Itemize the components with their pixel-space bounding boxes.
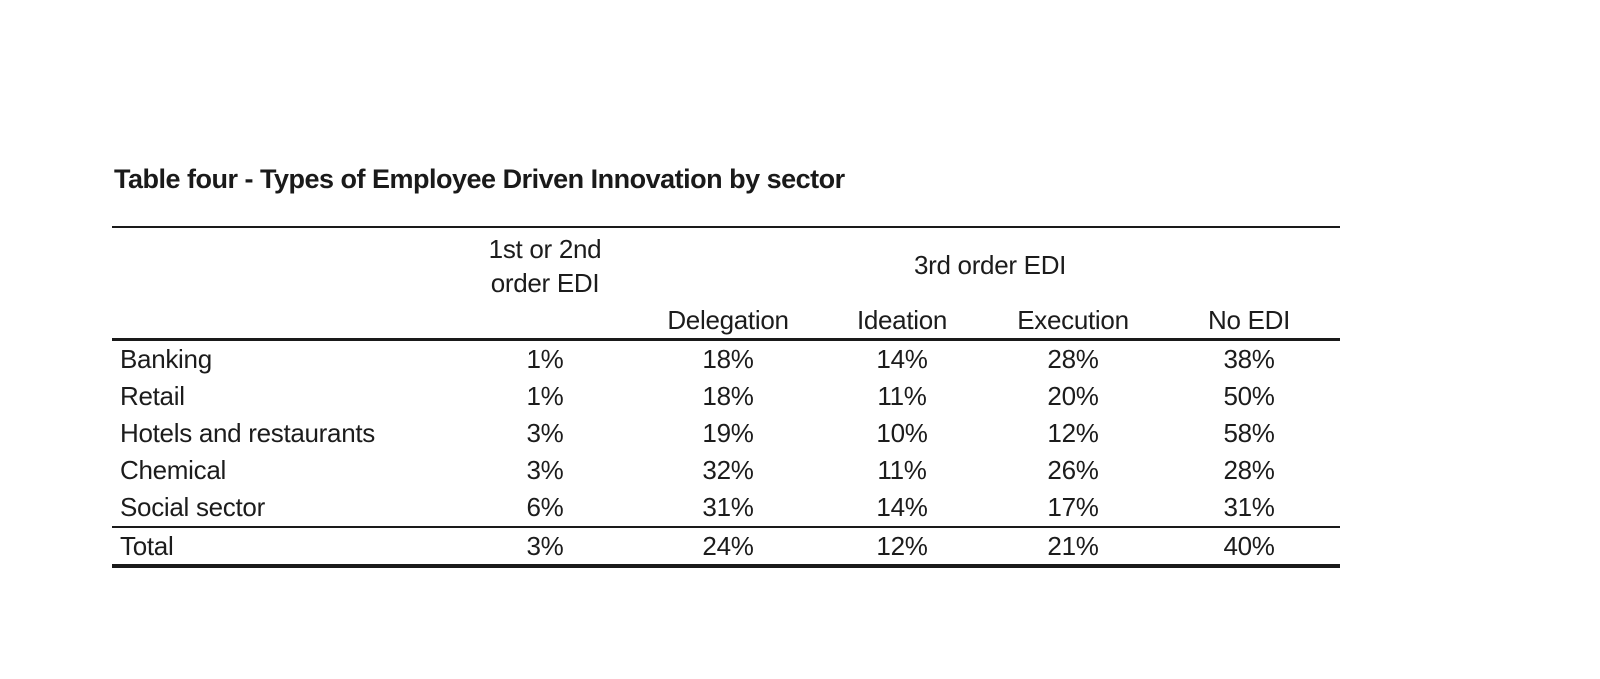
table-cell: 50% bbox=[1223, 381, 1275, 411]
column-header-ideation: Ideation bbox=[816, 303, 988, 341]
edi-by-sector-table: 1st or 2nd order EDI 3rd order EDI Deleg… bbox=[112, 226, 1341, 568]
table-cell: 3% bbox=[526, 530, 564, 561]
table-cell: 24% bbox=[702, 530, 754, 561]
table-cell: 31% bbox=[1158, 489, 1341, 528]
empty-subheader-cell bbox=[450, 303, 640, 341]
table-cell: 26% bbox=[1047, 455, 1099, 485]
table-row-banking: Banking 1% 18% 14% 28% 38% bbox=[112, 340, 1340, 379]
table-cell: 58% bbox=[1223, 418, 1275, 448]
table-row-social-sector: Social sector 6% 31% 14% 17% 31% bbox=[112, 489, 1341, 528]
table-cell: 19% bbox=[702, 418, 754, 448]
table-row-hotels-restaurants: Hotels and restaurants 3% 19% 10% 12% 58… bbox=[112, 415, 1340, 452]
table-title: Table four - Types of Employee Driven In… bbox=[114, 164, 845, 194]
row-label: Social sector bbox=[112, 489, 450, 528]
row-label: Retail bbox=[120, 381, 185, 411]
table-cell: 3% bbox=[526, 455, 564, 485]
table-subheader-row: Delegation Ideation Execution No EDI bbox=[112, 303, 1341, 341]
table-cell: 38% bbox=[1223, 344, 1275, 374]
table-cell: 28% bbox=[1223, 455, 1275, 485]
table-cell: 31% bbox=[640, 489, 816, 528]
column-header-first-second-order-edi: 1st or 2nd order EDI bbox=[488, 233, 602, 298]
column-header-delegation: Delegation bbox=[640, 303, 816, 341]
row-label: Hotels and restaurants bbox=[120, 418, 375, 448]
table-cell: 12% bbox=[1047, 418, 1099, 448]
table-cell: 40% bbox=[1223, 530, 1275, 561]
table-cell: 18% bbox=[702, 381, 754, 411]
table-cell: 11% bbox=[877, 455, 927, 485]
table-cell: 21% bbox=[1047, 530, 1099, 561]
column-group-header-third-order-edi: 3rd order EDI bbox=[913, 250, 1067, 280]
table-cell: 28% bbox=[1047, 344, 1099, 374]
table-cell: 14% bbox=[816, 489, 988, 528]
table-cell: 3% bbox=[526, 418, 564, 448]
table-cell: 1% bbox=[526, 344, 564, 374]
table-container: 1st or 2nd order EDI 3rd order EDI Deleg… bbox=[112, 226, 1341, 568]
table-cell: 32% bbox=[702, 455, 754, 485]
table-cell: 18% bbox=[702, 344, 754, 374]
table-row-chemical: Chemical 3% 32% 11% 26% 28% bbox=[112, 452, 1340, 489]
table-cell: 10% bbox=[876, 418, 928, 448]
table-cell: 12% bbox=[876, 530, 928, 561]
table-cell: 11% bbox=[877, 381, 927, 411]
empty-corner-cell bbox=[112, 227, 450, 303]
table-cell: 17% bbox=[988, 489, 1158, 528]
table-cell: 20% bbox=[1047, 381, 1099, 411]
table-cell: 1% bbox=[526, 381, 564, 411]
table-header-group-row: 1st or 2nd order EDI 3rd order EDI bbox=[112, 227, 1340, 303]
column-header-execution: Execution bbox=[988, 303, 1158, 341]
empty-subheader-cell bbox=[112, 303, 450, 341]
table-row-total: Total 3% 24% 12% 21% 40% bbox=[112, 527, 1340, 566]
row-label: Banking bbox=[120, 344, 212, 374]
table-row-retail: Retail 1% 18% 11% 20% 50% bbox=[112, 378, 1340, 415]
column-header-no-edi: No EDI bbox=[1158, 303, 1341, 341]
table-cell: 6% bbox=[450, 489, 640, 528]
row-label: Chemical bbox=[120, 455, 226, 485]
row-label-total: Total bbox=[120, 530, 174, 561]
table-cell: 14% bbox=[876, 344, 928, 374]
